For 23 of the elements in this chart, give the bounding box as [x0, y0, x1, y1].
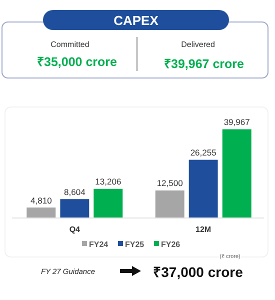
bar [222, 128, 252, 218]
legend-label: FY25 [125, 240, 145, 249]
data-label: 12,500 [156, 178, 184, 188]
data-label: 4,810 [30, 195, 52, 206]
text: ₹35,000 crore [37, 55, 118, 69]
legend-label: FY24 [89, 240, 109, 249]
data-label: 8,604 [64, 186, 86, 197]
x-tick-label: Q4 [69, 225, 81, 234]
bar [93, 188, 124, 218]
text: Delivered [181, 40, 215, 49]
data-label: 39,967 [224, 117, 250, 127]
bar [154, 190, 185, 218]
bar [60, 198, 90, 218]
chart-title: CAPEX [114, 13, 159, 28]
text: ₹39,967 crore [164, 57, 244, 71]
bar [188, 159, 218, 218]
legend-label: FY26 [161, 240, 181, 249]
data-label: 13,206 [95, 176, 122, 187]
text: ₹37,000 crore [153, 264, 244, 280]
bar [26, 207, 56, 218]
x-tick-label: 12M [196, 225, 212, 234]
text: Committed [50, 40, 90, 49]
data-label: 26,255 [190, 148, 217, 158]
